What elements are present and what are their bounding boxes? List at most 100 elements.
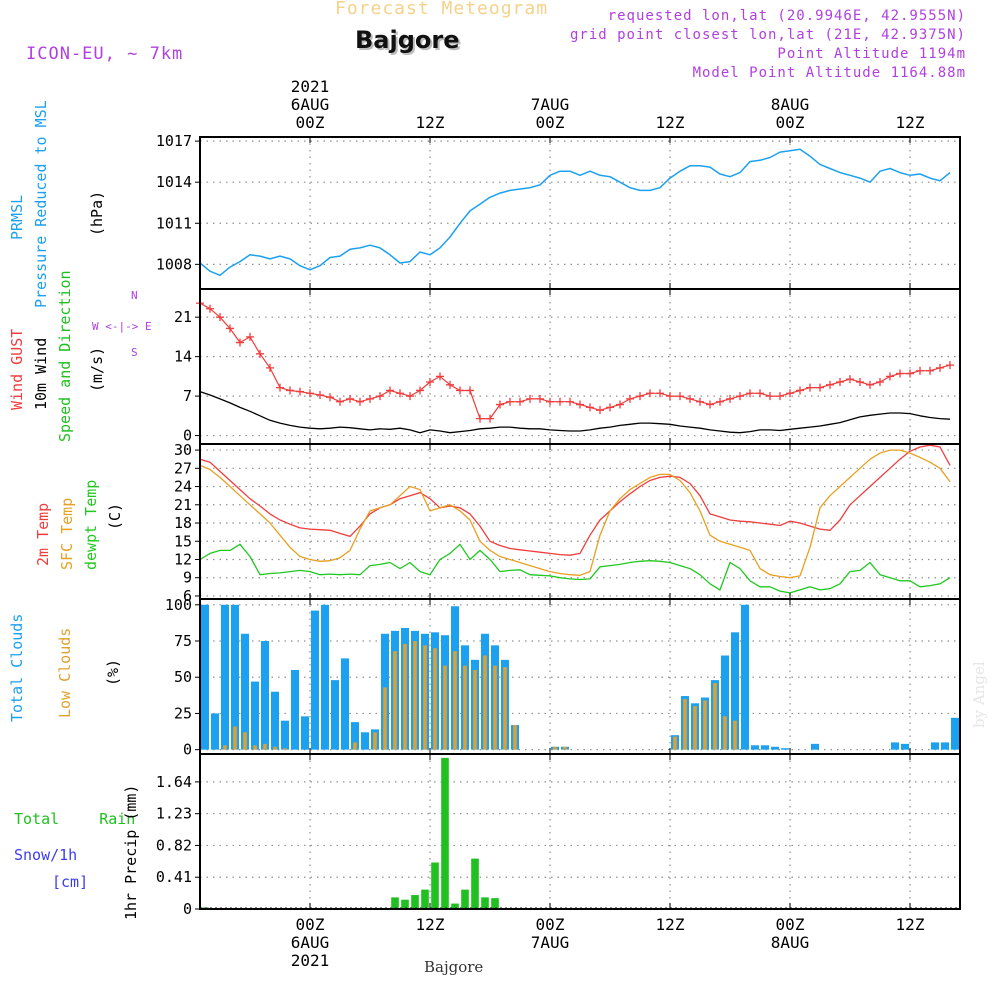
total-cloud-bar	[781, 748, 789, 750]
rain-bar	[421, 889, 429, 909]
pressure-line	[199, 148, 951, 277]
gust-point	[946, 361, 954, 370]
gust-point	[486, 414, 494, 423]
y-tick-label: 6	[183, 587, 192, 605]
gust-point	[556, 397, 564, 406]
gust-point	[576, 400, 584, 409]
low-cloud-bar	[373, 732, 377, 750]
gust-point	[206, 304, 214, 313]
total-cloud-bar	[281, 720, 289, 750]
temp-sfc-label: SFC Temp	[58, 497, 76, 570]
gust-point	[246, 332, 254, 341]
bottom-time-label: 12Z	[896, 915, 925, 934]
total-cloud-bar	[221, 604, 229, 750]
rain-bar	[401, 899, 409, 909]
low-cloud-bar	[553, 746, 557, 750]
y-tick-label: 21	[174, 496, 192, 514]
gust-point	[566, 397, 574, 406]
gust-point	[436, 372, 444, 381]
gust-point	[396, 389, 404, 398]
location-title: Bajgore	[355, 26, 460, 54]
gust-point	[386, 386, 394, 395]
gust-point	[746, 389, 754, 398]
gust-point	[826, 380, 834, 389]
bottom-time-label: 00Z	[296, 915, 325, 934]
total-cloud-bar	[331, 680, 339, 750]
total-cloud-bar	[771, 746, 779, 750]
gust-point	[526, 394, 534, 403]
y-tick-label: 100	[165, 596, 192, 614]
low-cloud-bar	[453, 651, 457, 750]
gust-point	[366, 394, 374, 403]
low-cloud-bar	[493, 665, 497, 750]
low-cloud-bar	[283, 748, 287, 750]
footer-location: Bajgore	[424, 958, 484, 976]
pressure-units: (hPa)	[88, 190, 106, 236]
top-time-label: 12Z	[896, 113, 925, 132]
gust-point	[856, 378, 864, 386]
bottom-time-label: 12Z	[656, 915, 685, 934]
y-tick-label: 25	[174, 704, 192, 722]
total-cloud-bar	[741, 604, 749, 750]
bottom-time-label: 12Z	[416, 915, 445, 934]
gust-point	[216, 313, 224, 322]
watermark: by Angel	[970, 661, 988, 728]
total-cloud-bar	[251, 681, 259, 750]
total-cloud-bar	[901, 743, 909, 750]
bottom-time-label: 00Z	[536, 915, 565, 934]
gust-point	[286, 386, 294, 395]
y-tick-label: 0.41	[156, 868, 192, 886]
gust-point	[646, 389, 654, 398]
gust-point	[796, 386, 804, 395]
y-tick-label: 24	[174, 478, 192, 496]
gust-point	[516, 397, 524, 406]
low-clouds-label: Low Clouds	[56, 627, 74, 718]
gust-point	[536, 394, 544, 403]
y-tick-label: 1017	[156, 132, 192, 150]
gust-point	[816, 383, 824, 392]
panel-frame	[199, 136, 961, 290]
gust-point	[636, 392, 644, 401]
total-cloud-bar	[311, 610, 319, 750]
bottom-time-label: 7AUG	[531, 933, 570, 952]
t2m-line	[199, 444, 951, 556]
gust-point	[226, 324, 234, 333]
frame-layer	[199, 136, 961, 910]
gust-point	[896, 369, 904, 378]
gust-point	[836, 378, 844, 386]
gust-point	[316, 390, 324, 399]
total-cloud-bar	[261, 641, 269, 750]
precip-snow-units: [cm]	[52, 873, 89, 891]
total-cloud-bar	[201, 604, 209, 750]
low-cloud-bar	[473, 669, 477, 750]
rain-bar	[391, 897, 399, 909]
gust-point	[346, 394, 354, 403]
compass-north: N	[131, 289, 138, 302]
low-cloud-bar	[233, 726, 237, 750]
point-altitude: Point Altitude 1194m	[777, 46, 966, 62]
precip-total-word: Total	[14, 810, 60, 828]
gust-point	[916, 366, 924, 375]
low-cloud-bar	[223, 745, 227, 750]
gust-point	[256, 349, 264, 358]
gust-point	[806, 383, 814, 392]
requested-coords: requested lon,lat (20.9946E, 42.9555N)	[607, 8, 966, 24]
y-tick-label: 21	[174, 308, 192, 326]
total-cloud-bar	[271, 691, 279, 750]
rain-bar	[491, 898, 499, 909]
rain-bar	[461, 889, 469, 909]
gust-point	[466, 386, 474, 395]
gust-point	[786, 389, 794, 398]
precip-total-label: Total Rain	[14, 810, 135, 828]
clouds-units: (%)	[104, 658, 122, 686]
y-tick-label: 0	[183, 900, 192, 918]
gust-point	[766, 392, 774, 401]
gust-point	[426, 378, 434, 386]
gust-point	[676, 392, 684, 401]
grid-layer	[200, 137, 960, 910]
top-time-label: 00Z	[776, 113, 805, 132]
low-cloud-bar	[423, 645, 427, 750]
y-tick-label: 9	[183, 569, 192, 587]
low-cloud-bar	[433, 648, 437, 750]
low-cloud-bar	[673, 736, 677, 750]
